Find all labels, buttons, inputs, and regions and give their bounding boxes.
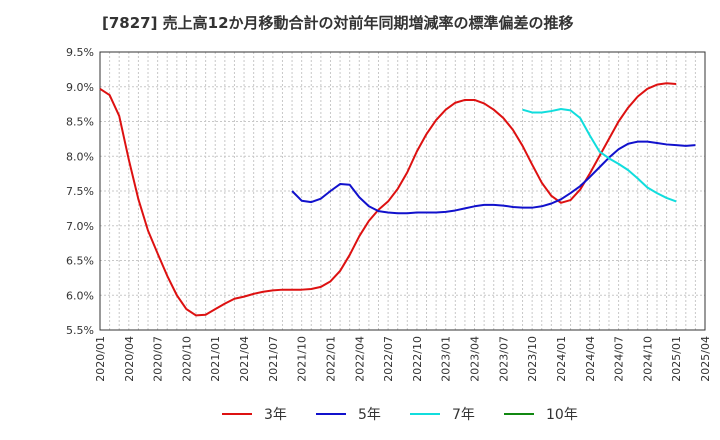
y-tick-label: 6.0% <box>66 289 94 302</box>
x-tick-label: 2020/01 <box>94 336 107 382</box>
x-tick-label: 2022/10 <box>411 336 424 382</box>
chart-title: [7827] 売上高12か月移動合計の対前年同期増減率の標準偏差の推移 <box>102 14 574 32</box>
legend-label: 5年 <box>358 407 381 423</box>
y-tick-label: 7.0% <box>66 220 94 233</box>
plot-border <box>99 51 706 331</box>
y-tick-label: 5.5% <box>66 324 94 337</box>
x-tick-label: 2020/04 <box>123 336 136 382</box>
x-tick-label: 2020/10 <box>180 336 193 382</box>
x-tick-label: 2020/07 <box>152 336 165 382</box>
x-tick-label: 2024/04 <box>584 336 597 382</box>
x-tick-label: 2021/04 <box>238 336 251 382</box>
plot-area <box>100 52 705 330</box>
y-tick-label: 9.5% <box>66 46 94 59</box>
x-tick-label: 2023/07 <box>497 336 510 382</box>
x-tick-label: 2024/07 <box>613 336 626 382</box>
x-tick-label: 2023/04 <box>469 336 482 382</box>
legend-label: 10年 <box>546 407 578 423</box>
x-tick-label: 2024/10 <box>641 336 654 382</box>
x-tick-label: 2021/07 <box>267 336 280 382</box>
legend-label: 3年 <box>264 407 287 423</box>
x-tick-label: 2025/01 <box>670 336 683 382</box>
series-line-7年 <box>522 107 677 203</box>
x-tick-label: 2022/07 <box>382 336 395 382</box>
x-tick-label: 2023/10 <box>526 336 539 382</box>
y-tick-label: 9.0% <box>66 81 94 94</box>
x-tick-label: 2022/04 <box>353 336 366 382</box>
x-tick-label: 2021/10 <box>296 336 309 382</box>
x-tick-label: 2022/01 <box>324 336 337 382</box>
y-tick-label: 7.5% <box>66 185 94 198</box>
x-tick-label: 2021/01 <box>209 336 222 382</box>
y-tick-label: 6.5% <box>66 255 94 268</box>
y-tick-label: 8.0% <box>66 150 94 163</box>
legend-label: 7年 <box>452 407 475 423</box>
x-tick-label: 2025/04 <box>699 336 712 382</box>
series-line-3年 <box>99 82 677 317</box>
x-tick-label: 2023/01 <box>440 336 453 382</box>
x-tick-label: 2024/01 <box>555 336 568 382</box>
series-line-5年 <box>291 140 696 215</box>
y-tick-label: 8.5% <box>66 116 94 129</box>
